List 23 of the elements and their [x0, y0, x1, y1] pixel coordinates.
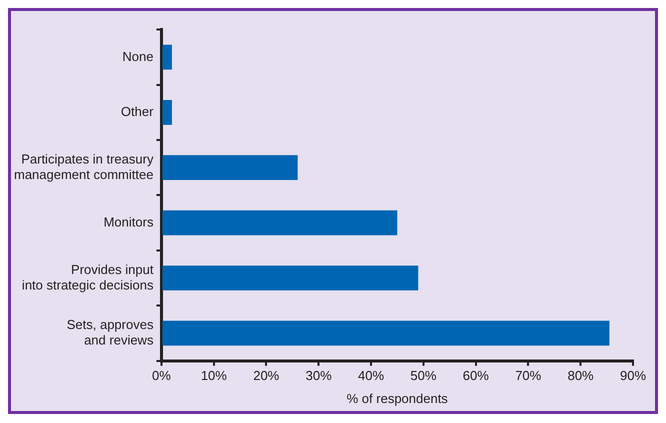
x-axis-title: % of respondents — [346, 390, 448, 406]
x-tick-label: 60% — [462, 368, 490, 384]
bar — [162, 100, 172, 125]
x-tick-label: 70% — [515, 368, 542, 384]
y-tick-label: Other — [120, 104, 154, 119]
x-tick-label: 10% — [200, 368, 228, 384]
x-tick-label: 90% — [620, 368, 646, 384]
x-tick-label: 50% — [410, 368, 437, 384]
y-tick-label: Sets, approves and reviews — [66, 316, 154, 348]
bar — [162, 210, 398, 236]
bar — [162, 155, 298, 180]
x-tick-label: 80% — [568, 368, 594, 384]
bar — [162, 44, 172, 70]
x-tick-label: 30% — [306, 368, 332, 384]
y-tick-label: Provides input into strategic decisions — [22, 262, 154, 292]
y-tick-label: None — [122, 48, 154, 64]
x-tick-label: 0% — [152, 368, 172, 384]
x-tick-label: 20% — [253, 368, 280, 384]
x-tick-label: 40% — [358, 368, 384, 384]
y-tick-label: Monitors — [104, 214, 154, 230]
bar — [162, 266, 418, 290]
y-tick-label: Participates in treasury management committee — [14, 151, 154, 182]
bar — [162, 320, 610, 346]
